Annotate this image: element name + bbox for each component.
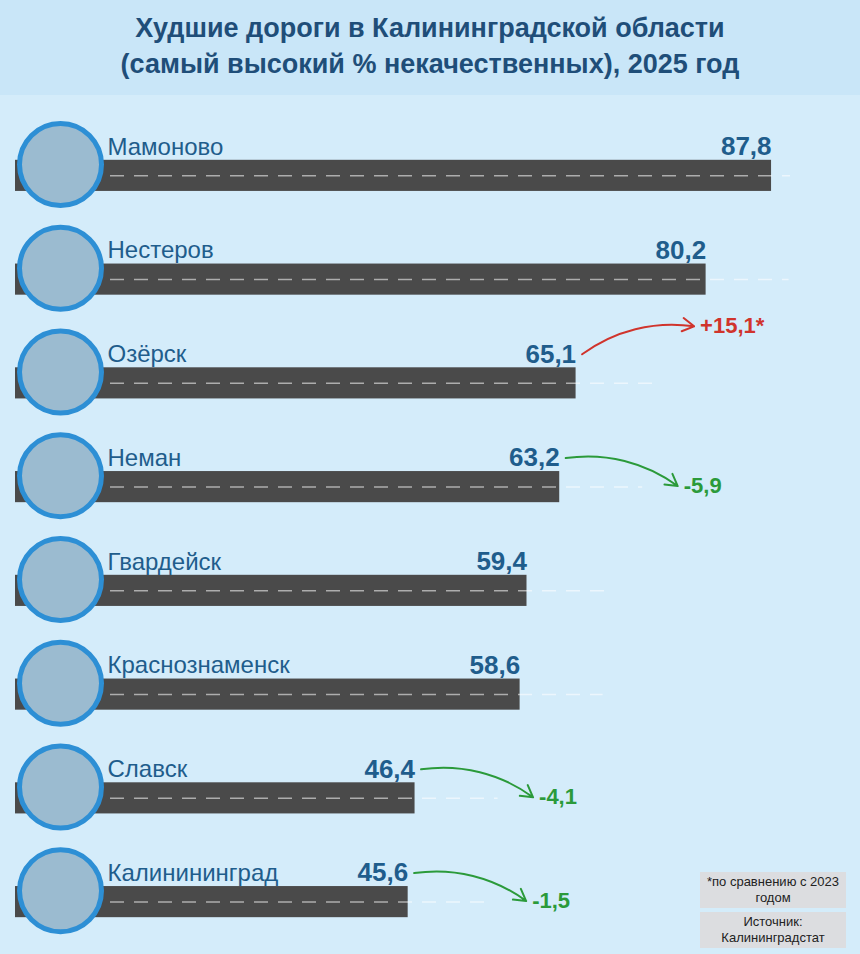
html-text:*по сравнению с 2023 годом: *по сравнению с 2023 годом [707, 874, 839, 905]
svg-text:-5,9: -5,9 [684, 473, 722, 498]
svg-text:Неман: Неман [108, 444, 182, 471]
svg-text:+15,1*: +15,1* [700, 313, 765, 338]
svg-text:Мамоново: Мамоново [108, 132, 224, 159]
svg-text:58,6: 58,6 [470, 650, 521, 680]
html-text:(самый высокий % некачественны: (самый высокий % некачественных), 2025 г… [120, 49, 740, 79]
svg-text:Нестеров: Нестеров [108, 236, 214, 263]
svg-text:80,2: 80,2 [656, 235, 707, 265]
svg-text:Озёрск: Озёрск [108, 340, 187, 367]
svg-text:-4,1: -4,1 [539, 784, 577, 809]
svg-text:Калинининград: Калинининград [108, 859, 279, 886]
svg-text:59,4: 59,4 [476, 546, 527, 576]
html-text:Источник: Калининградстат: Источник: Калининградстат [721, 914, 825, 945]
svg-text:-1,5: -1,5 [532, 888, 570, 913]
svg-text:65,1: 65,1 [525, 339, 576, 369]
html-text:Худшие дороги в Калининградско: Худшие дороги в Калининградской области [135, 13, 725, 43]
svg-text:63,2: 63,2 [509, 442, 560, 472]
svg-text:Гвардейск: Гвардейск [108, 547, 222, 574]
svg-text:Славск: Славск [108, 755, 188, 782]
svg-text:46,4: 46,4 [364, 754, 415, 784]
svg-text:87,8: 87,8 [721, 131, 772, 161]
svg-text:45,6: 45,6 [358, 857, 409, 887]
svg-text:Краснознаменск: Краснознаменск [108, 651, 291, 678]
